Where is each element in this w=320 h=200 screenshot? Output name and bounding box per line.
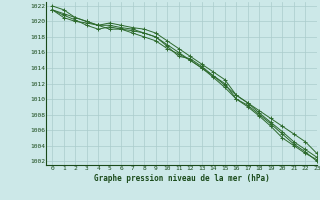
X-axis label: Graphe pression niveau de la mer (hPa): Graphe pression niveau de la mer (hPa) (94, 174, 269, 183)
